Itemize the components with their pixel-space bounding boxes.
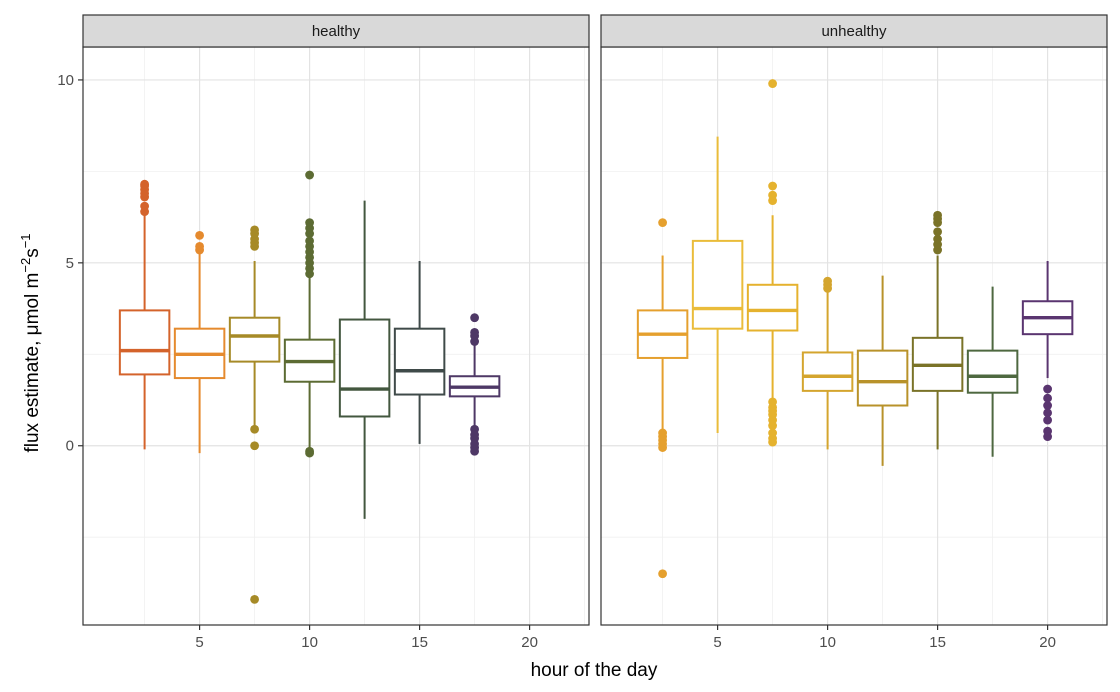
outlier-point (823, 276, 832, 286)
box-body (118, 309, 171, 376)
outlier-point (933, 234, 942, 244)
x-tick-label: 10 (819, 634, 836, 651)
box-unhealthy-7 (1021, 261, 1074, 442)
box-unhealthy-0 (636, 218, 689, 579)
box-healthy-3 (283, 170, 336, 458)
outlier-point (933, 210, 942, 220)
outlier-point (250, 594, 259, 604)
facet-strip (600, 14, 1108, 48)
box-unhealthy-4 (856, 275, 909, 466)
y-axis-title: flux estimate, μmol m−2s−1 (18, 233, 43, 452)
box-healthy-6 (448, 313, 501, 456)
box-body (393, 327, 446, 396)
outlier-point (140, 179, 150, 189)
x-tick-label: 10 (301, 634, 318, 651)
facet-panel-unhealthy: unhealthy 5 10 15 20 (600, 14, 1108, 651)
y-axis-title-mu: μ (22, 324, 43, 335)
outlier-point (250, 424, 259, 434)
box-unhealthy-2 (746, 79, 799, 447)
x-tick-label: 5 (713, 634, 721, 651)
y-tick-label: 10 (57, 72, 74, 89)
facet-panels: healthy 5 10 15 20 0 5 10 unhealthy 5 10 15 20 (57, 14, 1108, 651)
box-body (966, 349, 1019, 394)
y-tick-label: 0 (66, 438, 74, 455)
box-body (856, 349, 909, 407)
x-tick-label: 20 (1039, 634, 1056, 651)
outlier-point (140, 201, 150, 211)
x-tick-label: 20 (521, 634, 538, 651)
outlier-point (470, 446, 479, 456)
box-body (801, 351, 854, 392)
outlier-point (768, 421, 777, 431)
x-tick-label: 15 (411, 634, 428, 651)
outlier-point (768, 79, 777, 88)
facet-strip-label: unhealthy (821, 23, 887, 40)
outlier-point (1043, 401, 1052, 410)
box-unhealthy-5 (911, 210, 964, 450)
outlier-point (768, 190, 777, 200)
box-unhealthy-6 (966, 286, 1019, 457)
box-healthy-5 (393, 261, 446, 444)
y-axis-title-prefix: flux estimate, (22, 335, 43, 452)
x-axis-title: hour of the day (531, 660, 658, 681)
box-unhealthy-3 (801, 276, 854, 450)
box-healthy-1 (173, 230, 226, 454)
box-healthy-4 (338, 200, 391, 519)
outlier-point (305, 218, 314, 227)
outlier-point (658, 218, 667, 227)
box-body (338, 318, 391, 418)
outlier-point (470, 313, 479, 323)
outlier-point (250, 225, 259, 235)
outlier-point (658, 443, 667, 452)
box-unhealthy-1 (691, 136, 744, 433)
facet-strip-label: healthy (312, 23, 361, 40)
y-tick-label: 5 (66, 255, 74, 272)
outlier-point (1043, 415, 1052, 425)
outlier-point (768, 181, 777, 191)
box-healthy-2 (228, 225, 281, 604)
outlier-point (305, 170, 314, 180)
x-tick-label: 5 (195, 634, 203, 651)
outlier-point (658, 569, 667, 579)
facet-panel-healthy: healthy 5 10 15 20 0 5 10 (57, 14, 590, 651)
y-axis-title-s: s (22, 248, 43, 258)
box-body (691, 239, 744, 330)
outlier-point (933, 227, 942, 237)
facet-strip (82, 14, 590, 48)
y-axis-title-sup1: −2 (18, 258, 33, 273)
outlier-point (250, 441, 259, 451)
box-healthy-0 (118, 179, 171, 450)
outlier-point (305, 448, 314, 458)
outlier-point (195, 230, 205, 240)
outlier-point (1043, 432, 1052, 442)
outlier-point (470, 327, 479, 337)
x-tick-label: 15 (929, 634, 946, 651)
outlier-point (1043, 408, 1052, 418)
outlier-point (1043, 393, 1052, 403)
y-axis-title-sup2: −1 (18, 233, 33, 248)
outlier-point (768, 437, 777, 447)
outlier-point (305, 236, 314, 246)
box-body (228, 316, 281, 363)
outlier-point (195, 241, 205, 251)
box-body (746, 283, 799, 332)
y-axis-title-unit: mol m (22, 273, 43, 325)
outlier-point (1043, 384, 1052, 394)
